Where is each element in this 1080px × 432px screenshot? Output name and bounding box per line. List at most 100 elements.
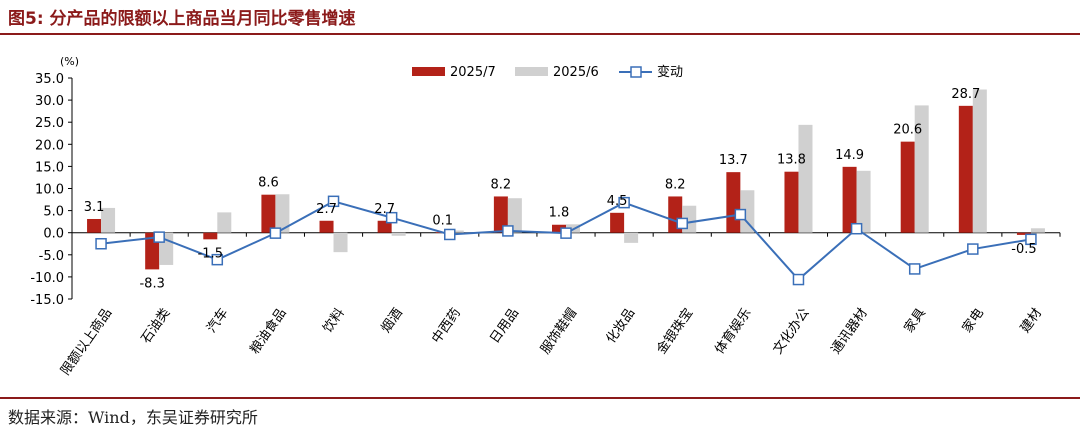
line-change-marker — [908, 263, 921, 275]
y-tick-label: 0.0 — [43, 227, 64, 242]
x-category-label: 体育娱乐 — [712, 305, 755, 357]
bar-data-label: 13.7 — [719, 153, 748, 168]
legend-swatch-2025-7 — [412, 67, 445, 76]
bar-data-label: 1.8 — [549, 206, 570, 221]
bar-2025-7 — [493, 196, 508, 233]
bar-2025-7 — [319, 220, 334, 233]
y-tick-label: 20.0 — [35, 138, 64, 153]
y-tick-label: 25.0 — [35, 116, 64, 131]
bar-data-label: 20.6 — [893, 123, 922, 138]
x-category-label: 建材 — [1018, 306, 1045, 336]
x-category-label: 家具 — [901, 305, 929, 335]
line-change-marker — [153, 231, 165, 243]
source-divider — [0, 397, 1080, 399]
line-change-marker — [734, 208, 747, 221]
legend-swatch-2025-6 — [515, 67, 548, 76]
bar-2025-7 — [552, 224, 566, 233]
legend-label-2025-7: 2025/7 — [450, 65, 496, 80]
x-category-label: 通讯器材 — [829, 306, 871, 357]
bar-2025-7 — [726, 172, 741, 233]
line-change-marker — [444, 228, 456, 241]
bar-data-label: 8.6 — [258, 176, 279, 191]
bar-2025-6 — [740, 190, 755, 233]
bar-data-label: 28.7 — [951, 87, 980, 102]
line-change-marker — [1025, 233, 1037, 246]
line-change-marker — [618, 196, 630, 209]
bar-2025-6 — [972, 89, 987, 233]
bar-data-label: -1.5 — [198, 246, 223, 261]
line-change-marker — [850, 222, 863, 235]
bar-data-label: 3.1 — [84, 200, 105, 215]
figure-title: 图5: 分产品的限额以上商品当月同比零售增速 — [8, 9, 356, 29]
x-category-label: 限额以上商品 — [58, 306, 115, 379]
x-category-label: 中西药 — [429, 306, 464, 347]
line-change-marker — [792, 273, 805, 286]
bar-2025-6 — [101, 207, 116, 233]
y-tick-label: 35.0 — [35, 72, 64, 87]
line-change-marker — [211, 253, 224, 266]
y-tick-label: 15.0 — [35, 160, 64, 175]
bar-data-label: 13.8 — [777, 153, 806, 168]
bar-2025-7 — [958, 105, 973, 233]
bar-2025-7 — [87, 218, 102, 233]
bar-2025-6 — [1030, 228, 1045, 233]
bar-2025-6 — [391, 232, 406, 236]
bar-2025-6 — [217, 212, 232, 233]
bar-2025-6 — [507, 198, 522, 233]
bar-2025-7 — [842, 166, 857, 233]
line-change-marker — [95, 238, 107, 250]
line-change-marker — [560, 227, 572, 239]
legend-label-2025-6: 2025/6 — [553, 65, 599, 80]
bar-line-chart: -15.0 -10.0 -5.0 0.0 5.0 10.0 15.0 20.0 25.0 30.0… — [30, 55, 1061, 379]
bar-data-label: -0.5 — [1011, 242, 1036, 257]
bar-data-label: 8.2 — [665, 177, 686, 192]
bar-data-label: 4.5 — [607, 194, 628, 209]
bar-2025-7 — [1016, 232, 1031, 235]
x-category-label: 化妆品 — [604, 306, 639, 347]
x-category-label: 服饰鞋帽 — [537, 305, 580, 357]
bar-2025-6 — [333, 232, 348, 253]
bar-2025-6 — [856, 170, 871, 233]
bar-data-label: 0.1 — [432, 213, 453, 228]
legend-label-change: 变动 — [657, 64, 683, 80]
bar-data-label: 2.7 — [374, 202, 395, 217]
bar-data-label: 2.7 — [316, 202, 337, 217]
bar-2025-6 — [449, 230, 464, 233]
bar-2025-7 — [261, 194, 276, 233]
legend-marker-change — [630, 66, 642, 78]
data-source-note: 数据来源：Wind，东吴证券研究所 — [8, 408, 258, 427]
x-category-label: 文化办公 — [771, 306, 813, 357]
line-change-marker — [502, 225, 514, 237]
x-category-label: 汽车 — [203, 305, 231, 335]
y-tick-label: 5.0 — [43, 205, 64, 220]
title-divider — [0, 33, 1080, 35]
y-axis-unit: (%) — [60, 55, 79, 68]
y-tick-label: -15.0 — [30, 293, 64, 308]
y-tick-label: -10.0 — [30, 271, 64, 286]
bar-2025-6 — [275, 194, 290, 233]
x-category-label: 粮油食品 — [247, 305, 290, 357]
x-category-label: 日用品 — [487, 306, 522, 347]
bar-2025-6 — [624, 232, 639, 243]
bar-2025-7 — [377, 220, 392, 233]
bar-data-label: 14.9 — [835, 148, 864, 163]
bar-2025-7 — [784, 171, 799, 233]
x-category-label: 石油类 — [139, 306, 174, 347]
bar-2025-7 — [900, 141, 915, 233]
bar-2025-6 — [798, 124, 813, 233]
figure-header: 图5: 分产品的限额以上商品当月同比零售增速 — [0, 0, 1080, 36]
x-category-label: 金银珠宝 — [653, 305, 696, 357]
bar-2025-6 — [914, 105, 929, 233]
line-change-marker — [676, 217, 688, 230]
x-category-label: 烟酒 — [379, 306, 406, 336]
y-tick-label: -5.0 — [39, 249, 64, 264]
line-change-marker — [327, 195, 340, 208]
bar-2025-7 — [203, 232, 218, 240]
bar-data-label: 8.2 — [491, 177, 512, 192]
y-tick-label: 30.0 — [35, 94, 64, 109]
bar-data-label: -8.3 — [139, 276, 164, 291]
line-change-marker — [385, 211, 398, 224]
y-tick-label: 10.0 — [35, 183, 64, 198]
line-change-marker — [269, 227, 282, 239]
line-change-marker — [967, 243, 979, 255]
